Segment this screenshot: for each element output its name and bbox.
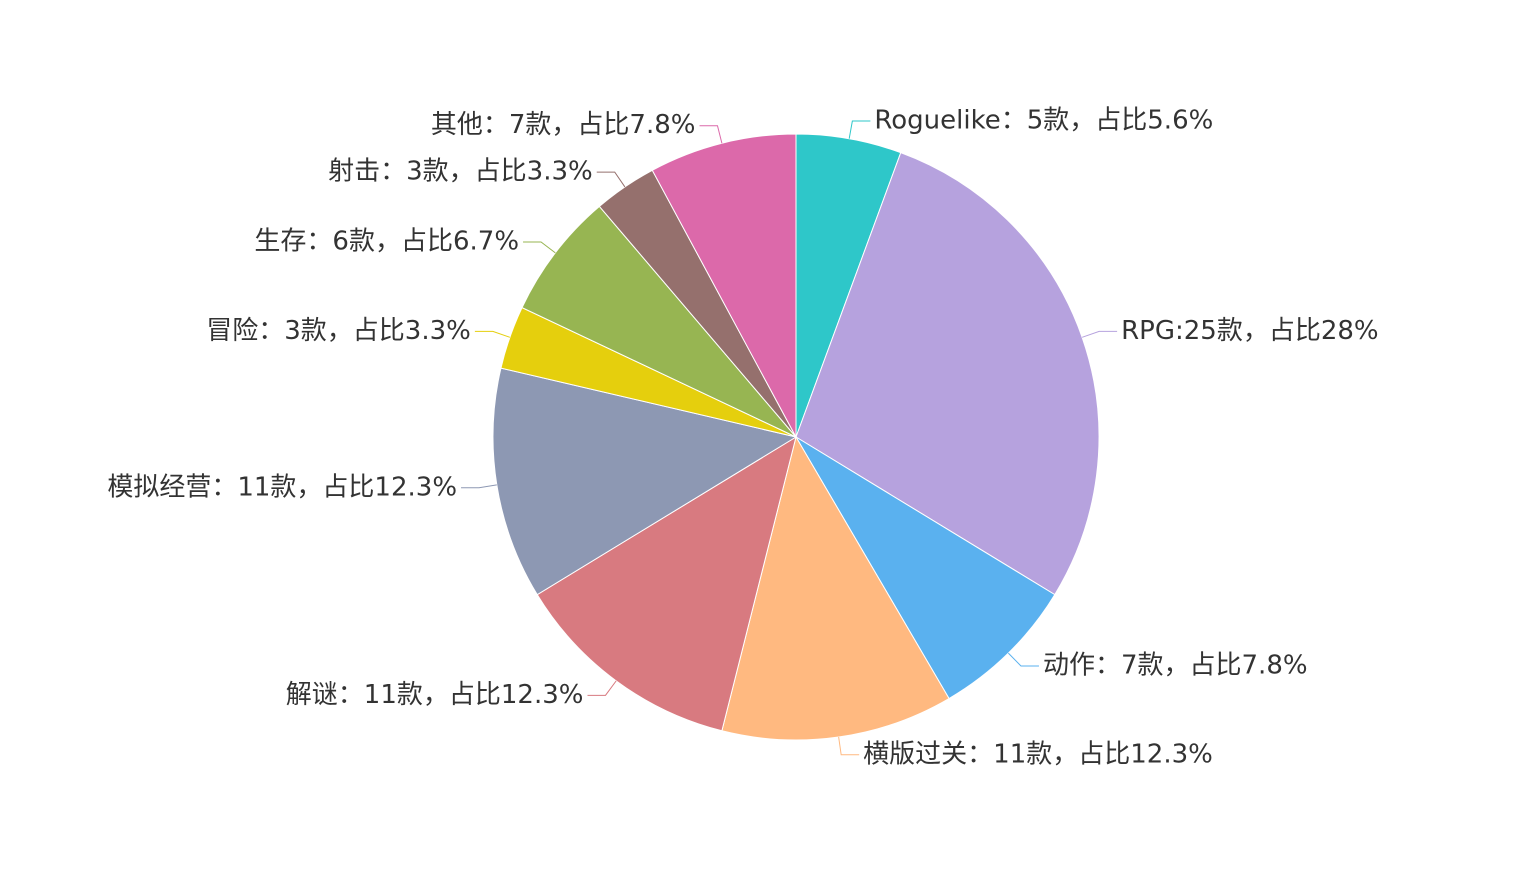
- slice-label: 生存：6款，占比6.7%: [254, 226, 519, 256]
- leader-line: [1081, 330, 1118, 338]
- leader-line: [474, 330, 511, 338]
- slice-label: 其他：7款，占比7.8%: [431, 110, 696, 140]
- pie-slice: [721, 435, 950, 741]
- pie-slice: [536, 435, 797, 732]
- pie-slice: [521, 205, 797, 438]
- pie-slice: [795, 436, 1056, 700]
- leader-line: [848, 120, 871, 139]
- leader-line: [596, 171, 626, 188]
- leader-line: [1007, 652, 1039, 667]
- slice-label: 冒险：3款，占比3.3%: [206, 316, 471, 346]
- leader-line: [461, 484, 497, 489]
- slice-label: 动作：7款，占比7.8%: [1043, 650, 1308, 680]
- leader-line: [699, 125, 723, 144]
- slice-label: 模拟经营：11款，占比12.3%: [107, 472, 457, 502]
- slice-label: 横版过关：11款，占比12.3%: [863, 739, 1213, 769]
- slice-label: RPG:25款，占比28%: [1121, 316, 1379, 346]
- pie-slice: [651, 133, 797, 438]
- pie-slice: [795, 152, 1100, 596]
- slice-label: 解谜：11款，占比12.3%: [286, 680, 584, 710]
- pie-slice: [492, 367, 798, 596]
- slice-label: Roguelike：5款，占比5.6%: [874, 105, 1213, 135]
- slice-label: 射击：3款，占比3.3%: [328, 157, 593, 187]
- leader-line: [587, 680, 617, 696]
- leader-line: [838, 736, 860, 756]
- leader-line: [523, 241, 556, 254]
